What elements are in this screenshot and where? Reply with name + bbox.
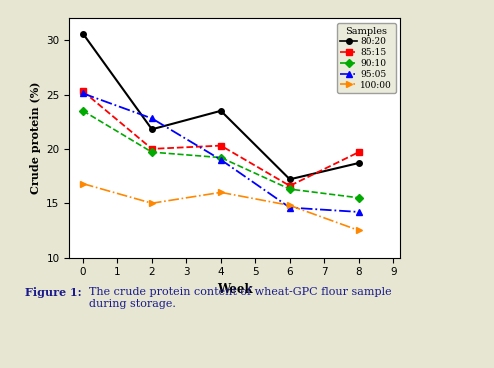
Y-axis label: Crude protein (%): Crude protein (%)	[30, 82, 41, 194]
Text: The crude protein content of wheat-GPC flour sample
during storage.: The crude protein content of wheat-GPC f…	[89, 287, 392, 309]
Legend: 80:20, 85:15, 90:10, 95:05, 100:00: 80:20, 85:15, 90:10, 95:05, 100:00	[337, 23, 396, 93]
X-axis label: Week: Week	[217, 283, 252, 296]
Text: Figure 1:: Figure 1:	[25, 287, 85, 298]
